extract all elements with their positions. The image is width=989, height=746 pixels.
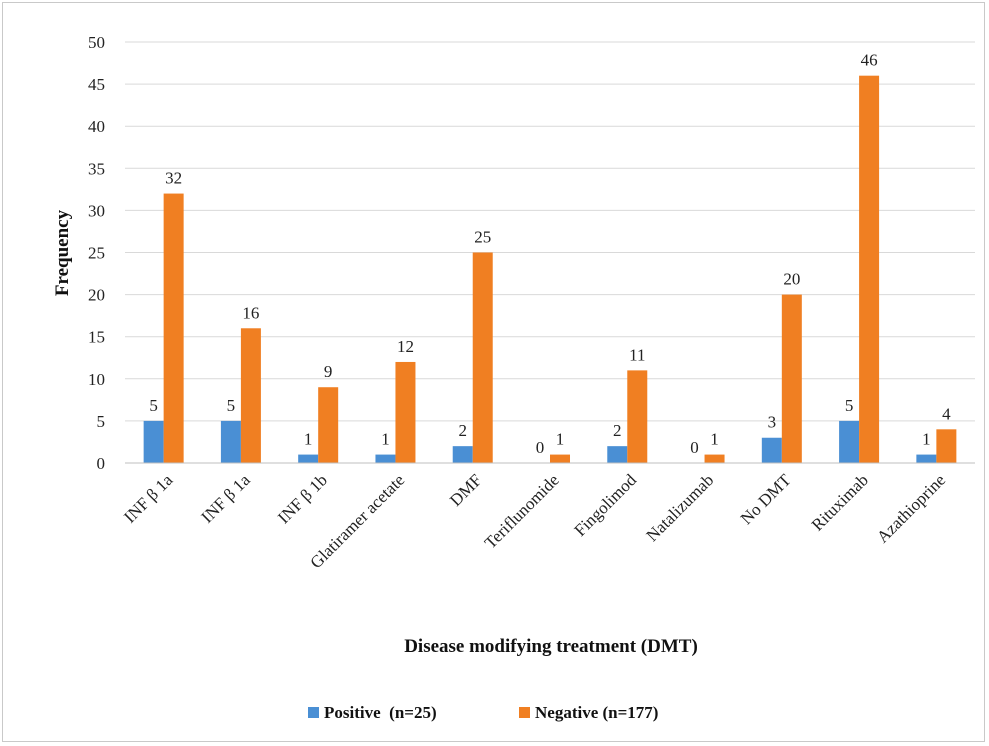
bar-positive <box>761 437 782 463</box>
x-tick-label: Rituximab <box>808 470 872 534</box>
x-tick-label: INF β 1a <box>197 470 254 527</box>
x-tick-label: Fingolimod <box>571 470 641 540</box>
data-label: 20 <box>783 270 800 289</box>
data-label: 1 <box>556 430 565 449</box>
data-label: 1 <box>922 430 931 449</box>
bar-negative <box>472 252 493 463</box>
y-tick-label: 45 <box>88 75 105 94</box>
data-label: 46 <box>861 51 878 70</box>
legend-label: Negative (n=177) <box>535 703 658 722</box>
bar-negative <box>163 193 184 463</box>
y-tick-label: 50 <box>88 33 105 52</box>
data-label: 1 <box>710 430 719 449</box>
x-tick-label: INF β 1b <box>274 470 331 527</box>
bar-positive <box>375 454 396 463</box>
x-tick-label: Natalizumab <box>643 470 718 545</box>
bar-negative <box>550 454 570 463</box>
y-axis-ticks: 0 5 10 15 20 25 30 35 40 45 50 <box>88 33 105 473</box>
data-label: 3 <box>768 413 777 432</box>
y-tick-label: 35 <box>88 159 105 178</box>
y-tick-label: 5 <box>97 412 106 431</box>
y-tick-label: 25 <box>88 244 105 263</box>
y-axis-title: Frequency <box>52 209 73 296</box>
legend: Positive (n=25) Negative (n=177) <box>308 703 658 722</box>
bar-positive <box>452 446 473 463</box>
bar-positive <box>143 420 164 463</box>
bar-positive <box>607 446 628 463</box>
data-label: 9 <box>324 362 333 381</box>
x-tick-label: Azathioprine <box>873 470 949 546</box>
bar-negative <box>781 294 802 463</box>
gridlines <box>125 41 975 422</box>
y-tick-label: 10 <box>88 370 105 389</box>
data-label: 5 <box>227 396 236 415</box>
x-tick-label: DMF <box>446 470 485 509</box>
bar-negative <box>627 370 648 463</box>
x-tick-label: Teriflunomide <box>481 470 563 552</box>
data-label: 1 <box>304 430 313 449</box>
bar-negative <box>936 429 957 463</box>
x-tick-label: No DMT <box>737 470 795 528</box>
data-label: 16 <box>242 303 259 322</box>
bar-negative <box>859 75 880 464</box>
legend-swatch <box>519 707 530 718</box>
y-tick-label: 15 <box>88 328 105 347</box>
bar-negative <box>395 361 416 463</box>
y-tick-label: 40 <box>88 117 105 136</box>
bar-negative <box>704 454 725 463</box>
bar-negative <box>240 328 261 463</box>
x-tick-label: INF β 1a <box>120 470 177 527</box>
legend-swatch <box>308 707 319 718</box>
data-label: 5 <box>149 396 158 415</box>
y-tick-label: 20 <box>88 286 105 305</box>
bar-positive <box>916 454 937 463</box>
data-label: 2 <box>613 421 622 440</box>
bars <box>143 75 957 464</box>
x-axis-title: Disease modifying treatment (DMT) <box>404 636 698 657</box>
data-label: 0 <box>536 438 545 457</box>
data-label: 4 <box>942 404 951 423</box>
y-tick-label: 30 <box>88 201 105 220</box>
bar-positive <box>298 454 319 463</box>
data-label: 11 <box>629 345 645 364</box>
data-label: 5 <box>845 396 854 415</box>
data-label: 25 <box>474 228 491 247</box>
bar-positive <box>220 420 241 463</box>
data-label: 0 <box>690 438 699 457</box>
data-label: 32 <box>165 169 182 188</box>
data-label: 12 <box>397 337 414 356</box>
y-tick-label: 0 <box>97 454 106 473</box>
data-label: 2 <box>458 421 467 440</box>
legend-label: Positive (n=25) <box>324 703 437 722</box>
bar-negative <box>318 387 339 463</box>
data-label: 1 <box>381 430 390 449</box>
bar-positive <box>839 420 860 463</box>
